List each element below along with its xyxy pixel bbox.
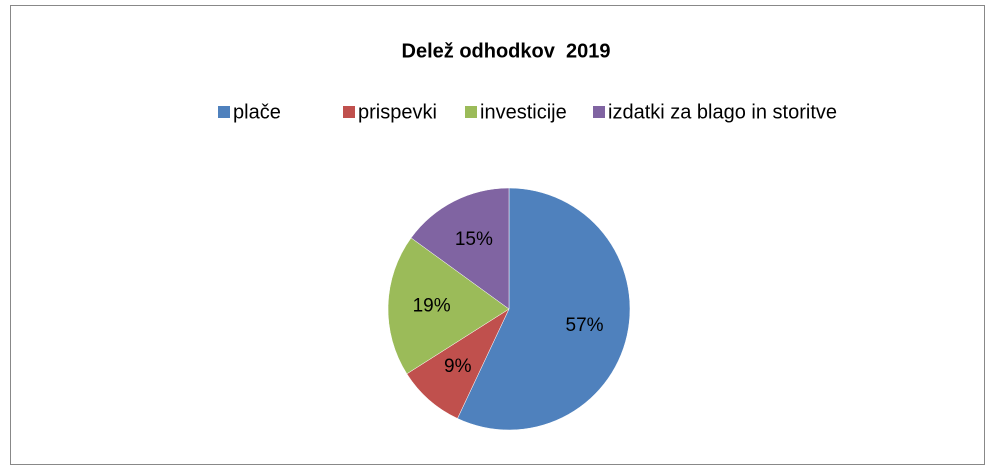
legend-swatch <box>465 106 477 118</box>
data-label: 19% <box>413 296 451 317</box>
legend-label: plače <box>233 101 281 123</box>
data-label: 15% <box>455 229 493 250</box>
pie-slice <box>457 187 631 431</box>
pie-slice <box>387 237 510 375</box>
legend-swatch <box>343 106 355 118</box>
pie-slice <box>410 187 510 310</box>
data-label: 57% <box>566 315 604 336</box>
legend-label: investicije <box>480 101 567 123</box>
chart-title: Delež odhodkov 2019 <box>402 40 611 62</box>
legend-label: prispevki <box>358 101 437 123</box>
data-label: 9% <box>444 356 472 377</box>
legend-swatch <box>593 106 605 118</box>
legend-swatch <box>218 106 230 118</box>
legend-label: izdatki za blago in storitve <box>608 101 837 123</box>
